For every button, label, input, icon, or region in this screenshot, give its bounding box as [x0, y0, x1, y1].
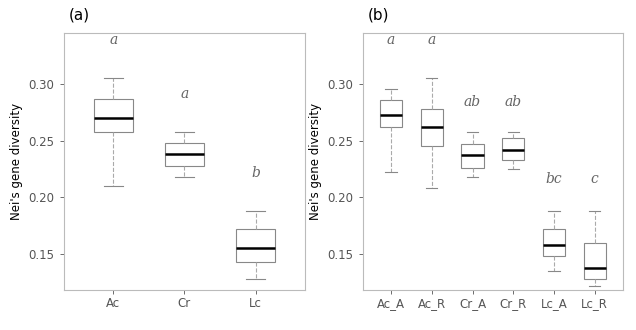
PathPatch shape	[543, 229, 565, 256]
Text: (a): (a)	[69, 8, 90, 23]
Y-axis label: Nei's gene diversity: Nei's gene diversity	[309, 103, 322, 220]
PathPatch shape	[420, 109, 443, 147]
PathPatch shape	[236, 229, 275, 262]
Text: ab: ab	[505, 95, 522, 109]
Y-axis label: Nei's gene diversity: Nei's gene diversity	[10, 103, 23, 220]
Text: a: a	[387, 33, 395, 47]
PathPatch shape	[584, 243, 606, 279]
Text: ab: ab	[464, 95, 481, 109]
PathPatch shape	[461, 144, 484, 168]
PathPatch shape	[165, 143, 204, 166]
Text: b: b	[251, 166, 260, 181]
Text: a: a	[109, 33, 118, 47]
Text: a: a	[181, 87, 188, 101]
Text: (b): (b)	[368, 8, 389, 23]
Text: c: c	[591, 172, 598, 186]
PathPatch shape	[502, 139, 525, 160]
Text: bc: bc	[546, 172, 562, 186]
PathPatch shape	[380, 100, 402, 127]
Text: a: a	[427, 33, 436, 47]
PathPatch shape	[94, 99, 133, 132]
